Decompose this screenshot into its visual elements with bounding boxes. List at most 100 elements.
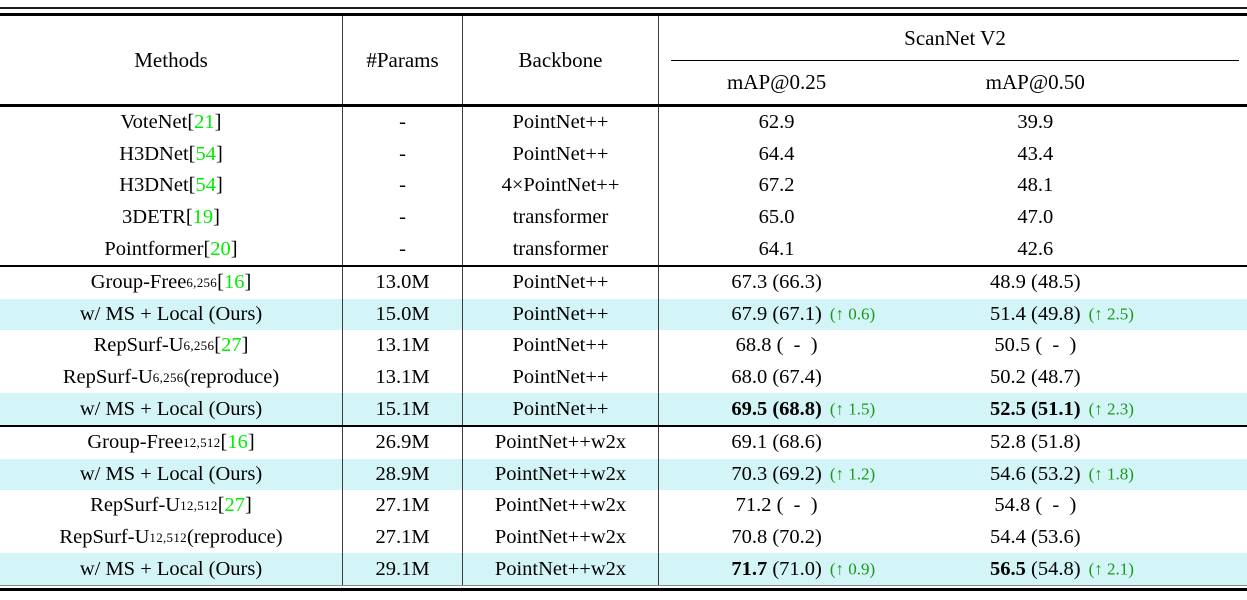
row-spacer (1176, 362, 1247, 394)
delta-up-annotation: (↑ 0.9) (829, 559, 876, 579)
score-main: 48.9 (990, 271, 1026, 294)
map025-cell: 65.0 (659, 202, 894, 234)
score-paren: ( - ) (1035, 334, 1077, 357)
map050-cell: 47.0 (894, 202, 1176, 234)
table-row-ours-highlighted: w/ MS + Local (Ours) 28.9M PointNet++w2x 70… (0, 458, 1247, 491)
params-cell: 13.0M (342, 266, 462, 299)
header-rule (0, 104, 1247, 107)
row-spacer (1176, 107, 1247, 139)
score-main: 67.9 (731, 302, 768, 325)
map050-cell: 56.5 (54.8) (↑ 2.1) (894, 553, 1176, 585)
score-group: 54.8 ( - ) (994, 494, 1076, 517)
col-header-backbone: Backbone (462, 16, 658, 104)
score-group: 48.9 (48.5) (990, 271, 1081, 294)
method-cell: w/ MS + Local (Ours) (0, 553, 342, 585)
score-main: 67.3 (731, 271, 768, 294)
score-paren: (48.5) (1031, 271, 1081, 294)
params-cell: 15.1M (342, 393, 462, 425)
backbone-cell: transformer (462, 201, 658, 234)
citation-number: 20 (210, 237, 231, 260)
score-main: 54.4 (990, 526, 1026, 549)
score-group: 43.4 (1017, 143, 1053, 166)
delta-up-annotation: (↑ 0.6) (829, 304, 876, 324)
score-paren: (51.1) (1031, 397, 1081, 420)
params-cell: 27.1M (342, 521, 462, 554)
score-group: 56.5 (54.8) (↑ 2.1) (990, 557, 1134, 581)
table-row: Pointformer [20] - transformer 64.1 42.6 (0, 233, 1247, 265)
backbone-cell: 4×PointNet++ (462, 170, 658, 202)
method-name: RepSurf-U (59, 526, 150, 549)
method-cell: Pointformer [20] (104, 237, 238, 260)
params-cell: 15.0M (342, 298, 462, 331)
score-group: 68.0 (67.4) (731, 366, 822, 389)
table-row: RepSurf-U 6,256 (reproduce) 13.1M PointNet+… (0, 361, 1247, 394)
score-main: 65.0 (758, 206, 795, 229)
map050-cell: 42.6 (894, 233, 1176, 265)
map025-cell: 71.2 ( - ) (659, 490, 894, 522)
method-cell: Group-Free 12,512 [16] (87, 431, 255, 454)
score-group: 67.3 (66.3) (731, 271, 822, 294)
scannet-cells: 64.1 42.6 (658, 233, 1247, 265)
citation-number: 19 (192, 206, 214, 229)
score-paren: (49.8) (1031, 302, 1081, 325)
score-paren: (66.3) (772, 271, 822, 294)
table-row: RepSurf-U 6,256 [27] 13.1M PointNet++ 68.8 (… (0, 330, 1247, 362)
method-name: RepSurf-U (62, 366, 153, 389)
score-main: 47.0 (1017, 206, 1054, 229)
method-name: w/ MS + Local (Ours) (79, 302, 263, 325)
col-header-map025: mAP@0.25 (726, 70, 827, 94)
method-name: Group-Free (87, 431, 183, 454)
score-main: 48.1 (1017, 174, 1054, 197)
method-cell: 3DETR [19] (122, 206, 220, 229)
row-spacer (1176, 233, 1247, 265)
score-paren: (53.6) (1031, 526, 1081, 549)
map050-cell: 51.4 (49.8) (↑ 2.5) (894, 299, 1176, 331)
score-main: 56.5 (990, 557, 1026, 580)
row-spacer (1176, 393, 1247, 425)
backbone-cell: PointNet++ (462, 107, 658, 139)
score-paren: (54.8) (1031, 557, 1081, 580)
map050-cell: 48.9 (48.5) (894, 267, 1176, 299)
backbone-cell: PointNet++w2x (462, 490, 658, 522)
map025-cell: 67.2 (659, 170, 894, 202)
row-spacer (1176, 170, 1247, 202)
map050-cell: 52.8 (51.8) (894, 427, 1176, 459)
map050-cell: 54.6 (53.2) (↑ 1.8) (894, 459, 1176, 491)
score-group: 48.1 (1017, 174, 1053, 197)
table-row: RepSurf-U 12,512 (reproduce) 27.1M PointNet… (0, 521, 1247, 554)
score-main: 54.6 (990, 462, 1026, 485)
scannet-group-label: ScanNet V2 (671, 16, 1239, 61)
score-group: 69.1 (68.6) (731, 431, 822, 454)
score-paren: (48.7) (1031, 366, 1081, 389)
col-group-scannet: ScanNet V2 mAP@0.25 mAP@0.50 (658, 16, 1247, 104)
citation-number: 27 (221, 334, 242, 357)
params-cell: - (342, 138, 462, 171)
params-cell: 13.1M (342, 330, 462, 362)
score-group: 71.2 ( - ) (736, 494, 818, 517)
scannet-cells: 67.3 (66.3) 48.9 (48.5) (658, 266, 1247, 299)
scannet-cells: 71.7 (71.0) (↑ 0.9) 56.5 (54.8) (↑ 2.1) (658, 553, 1247, 585)
score-group: 64.4 (759, 143, 795, 166)
score-paren: ( - ) (1035, 494, 1077, 517)
method-cell: RepSurf-U 12,512 (reproduce) (59, 526, 283, 549)
delta-up-annotation: (↑ 1.2) (829, 464, 876, 484)
method-name: Group-Free (90, 271, 187, 294)
citation-number: 21 (194, 111, 215, 134)
row-spacer (1176, 490, 1247, 522)
col-header-map050: mAP@0.50 (985, 70, 1085, 94)
method-name: w/ MS + Local (Ours) (79, 397, 263, 420)
score-paren: ( - ) (776, 334, 818, 357)
method-cell: RepSurf-U 12,512 [27] (90, 494, 252, 517)
score-main: 70.8 (731, 526, 768, 549)
scannet-cells: 70.8 (70.2) 54.4 (53.6) (658, 521, 1247, 554)
params-cell: - (342, 170, 462, 202)
score-paren: (67.1) (772, 302, 822, 325)
map050-cell: 50.5 ( - ) (894, 330, 1176, 362)
method-suffix: (reproduce) (186, 526, 283, 549)
row-spacer (1176, 459, 1247, 491)
score-paren: (53.2) (1031, 462, 1081, 485)
table-row: VoteNet [21] - PointNet++ 62.9 39.9 (0, 107, 1247, 139)
score-paren: (69.2) (772, 462, 822, 485)
backbone-cell: PointNet++ (462, 330, 658, 362)
score-main: 68.8 (735, 334, 772, 357)
